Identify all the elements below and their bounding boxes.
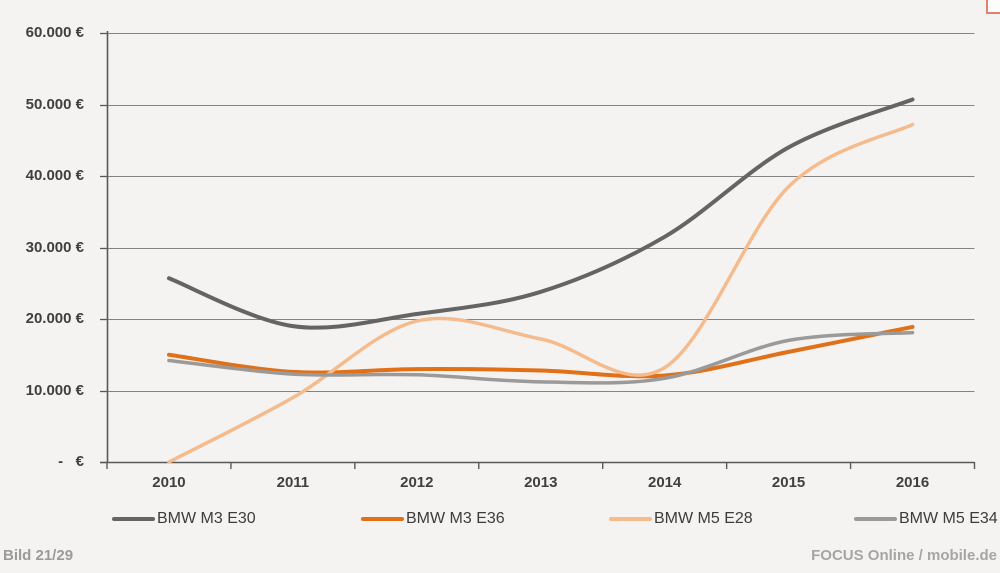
- y-axis-tick-label: 10.000 €: [25, 381, 84, 399]
- y-axis-tick-label: 40.000 €: [25, 167, 84, 184]
- y-axis-tick-label: 30.000 €: [25, 238, 84, 256]
- legend-line-swatch: [361, 517, 404, 521]
- series-line-bmw-m3-e30: [166, 97, 915, 330]
- image-counter: Bild 21/29: [3, 547, 74, 564]
- legend: BMW M3 E30 BMW M3 E36 BMW M5 E28 BMW M5 …: [0, 506, 1000, 532]
- legend-item-bmw-m5-e28: BMW M5 E28: [609, 506, 753, 532]
- y-axis-tick-label: 20.000 €: [25, 310, 84, 327]
- y-axis-tick-label: 50.000 €: [25, 95, 84, 113]
- x-axis-tick-label: 2010: [152, 474, 186, 491]
- y-axis-tick-label: 60.000 €: [25, 24, 84, 41]
- legend-item-bmw-m3-e36: BMW M3 E36: [361, 506, 505, 532]
- legend-label: BMW M5 E28: [654, 510, 753, 527]
- x-axis-tick-label: 2012: [400, 474, 434, 491]
- x-axis-tick-label: 2016: [895, 474, 930, 491]
- legend-line-swatch: [854, 517, 897, 521]
- legend-label: BMW M3 E30: [157, 510, 256, 527]
- x-axis-tick-label: 2011: [276, 474, 310, 491]
- y-axis-tick-label: - €: [58, 453, 84, 470]
- legend-line-swatch: [112, 517, 155, 521]
- series-line-bmw-m3-e36: [166, 324, 915, 379]
- x-axis-tick-label: 2015: [771, 474, 806, 491]
- series-line-bmw-m5-e34: [167, 330, 915, 385]
- source-credit: FOCUS Online / mobile.de: [811, 547, 997, 564]
- legend-label: BMW M3 E36: [406, 510, 505, 527]
- corner-marker: [986, 0, 1000, 14]
- legend-label: BMW M5 E34: [899, 510, 998, 527]
- series-line-bmw-m5-e28: [167, 122, 915, 464]
- legend-item-bmw-m5-e34: BMW M5 E34: [854, 506, 998, 532]
- x-axis-tick-label: 2013: [524, 474, 558, 491]
- x-axis-tick-label: 2014: [647, 474, 682, 491]
- legend-item-bmw-m3-e30: BMW M3 E30: [112, 506, 256, 532]
- legend-line-swatch: [609, 517, 652, 521]
